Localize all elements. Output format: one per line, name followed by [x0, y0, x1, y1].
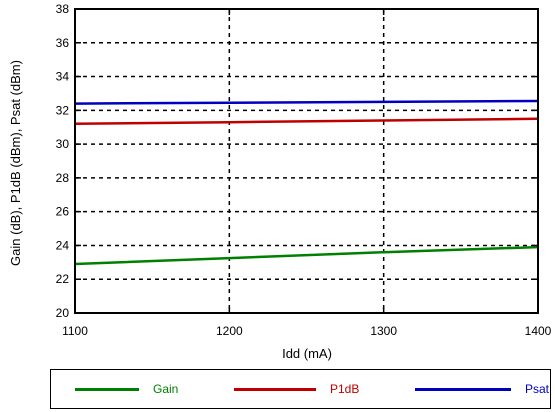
legend-line-p1db — [234, 387, 316, 391]
legend: Gain P1dB Psat — [50, 369, 551, 409]
line-chart: 20 22 24 26 28 30 32 34 36 38 1100 1200 1300 1400 Idd… — [8, 2, 552, 361]
grid-layer — [75, 9, 538, 313]
series-line-gain — [74, 245, 539, 266]
x-tick-label: 1100 — [62, 324, 88, 338]
tick-layer: 20 22 24 26 28 30 32 34 36 38 1100 1200 1300 1400 — [56, 2, 552, 338]
y-tick-label: 22 — [56, 272, 70, 286]
y-tick-label: 32 — [56, 103, 70, 117]
legend-line-gain — [75, 387, 139, 391]
y-tick-label: 36 — [56, 36, 70, 50]
legend-item-gain: Gain — [75, 370, 178, 408]
y-tick-label: 20 — [56, 306, 70, 320]
series-line-psat — [74, 99, 539, 105]
legend-item-p1db: P1dB — [234, 370, 359, 408]
y-tick-label: 28 — [56, 171, 70, 185]
y-axis-label: Gain (dB), P1dB (dBm), Psat (dBm) — [8, 60, 23, 266]
y-tick-label: 26 — [56, 205, 70, 219]
legend-item-psat: Psat — [415, 370, 549, 408]
x-tick-label: 1300 — [370, 324, 397, 338]
series-layer — [74, 99, 539, 266]
y-tick-label: 38 — [56, 2, 70, 16]
y-tick-label: 30 — [56, 137, 70, 151]
x-axis-label: Idd (mA) — [282, 346, 332, 361]
x-tick-label: 1200 — [216, 324, 243, 338]
legend-line-psat — [415, 387, 511, 391]
plot-frame — [74, 8, 539, 314]
legend-label-psat: Psat — [525, 382, 550, 396]
y-tick-label: 24 — [56, 238, 70, 252]
series-line-p1db — [74, 117, 539, 126]
x-tick-label: 1400 — [525, 324, 552, 338]
legend-label-p1db: P1dB — [330, 382, 360, 396]
y-tick-label: 34 — [56, 70, 70, 84]
legend-label-gain: Gain — [153, 382, 179, 396]
